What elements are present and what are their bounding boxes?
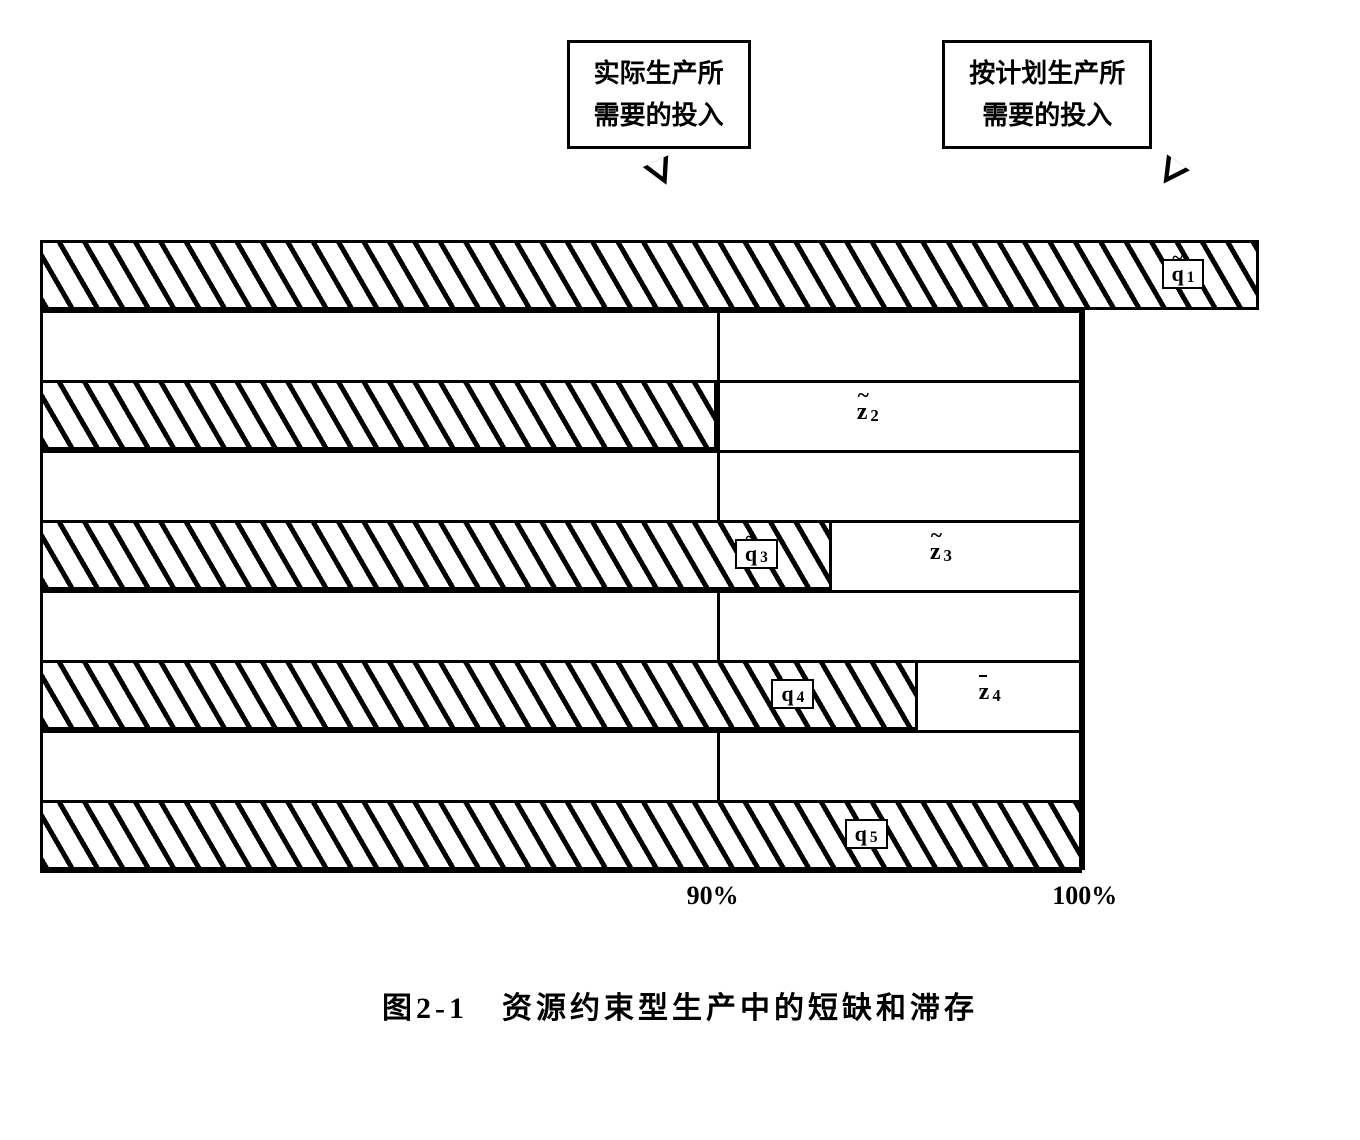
hatched-bar xyxy=(40,380,717,450)
figure-caption: 图2-1 资源约束型生产中的短缺和滞存 xyxy=(40,983,1320,1027)
axis-tick-label: 90% xyxy=(687,881,739,911)
hatched-bar xyxy=(40,520,832,590)
callouts-area: 实际生产所 需要的投入 按计划生产所 需要的投入 xyxy=(40,40,1320,240)
x-axis-labels: 90% 100% xyxy=(40,873,1320,913)
spacer-row xyxy=(40,450,1082,520)
segment-label: z2 xyxy=(857,399,879,426)
segment-label: q5 xyxy=(845,819,888,849)
callout-arrow-icon xyxy=(1152,154,1190,191)
diagram-root: 实际生产所 需要的投入 按计划生产所 需要的投入 q1z2︷q3z3︷q4z4︷… xyxy=(40,40,1320,1027)
bar-chart: q1z2︷q3z3︷q4z4︷q5 xyxy=(40,240,1320,873)
segment-label: q3 xyxy=(735,539,778,569)
spacer-row xyxy=(40,730,1082,800)
segment-label: q4 xyxy=(771,679,814,709)
segment-label: q1 xyxy=(1162,259,1205,289)
hatched-bar xyxy=(40,240,1259,310)
spacer-row xyxy=(40,590,1082,660)
segment-label: z3 xyxy=(930,539,952,566)
spacer-row xyxy=(40,310,1082,380)
axis-tick-label: 100% xyxy=(1052,881,1117,911)
callout-planned-input: 按计划生产所 需要的投入 xyxy=(942,40,1152,149)
callout-arrow-icon xyxy=(642,155,678,190)
reference-line xyxy=(1082,310,1085,870)
segment-label: z4 xyxy=(979,679,1001,706)
hatched-bar xyxy=(40,800,1082,870)
callout-actual-input: 实际生产所 需要的投入 xyxy=(567,40,751,149)
